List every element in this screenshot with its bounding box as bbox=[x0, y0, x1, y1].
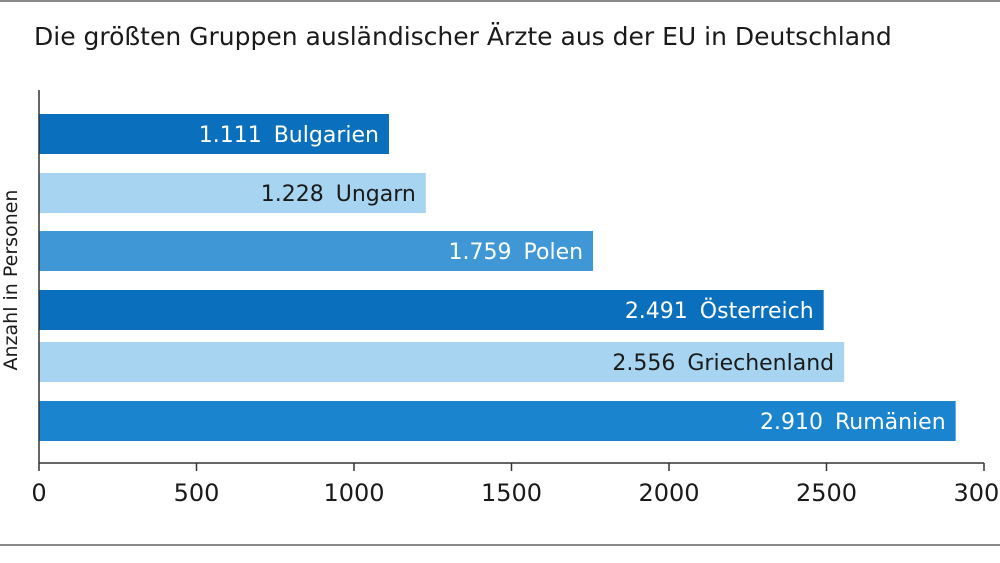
x-tick-label-5: 2500 bbox=[796, 479, 857, 507]
bar-value-label-2: 1.759 bbox=[449, 240, 512, 265]
bar-category-label-0: Bulgarien bbox=[274, 123, 379, 148]
bar-4 bbox=[39, 342, 845, 382]
bar-label-0: 1.111 Bulgarien bbox=[199, 123, 379, 148]
bar-category-label-1: Ungarn bbox=[336, 182, 416, 207]
x-tick-label-6: 3000 bbox=[953, 479, 1000, 507]
bar-0 bbox=[39, 114, 389, 154]
x-tick-label-1: 500 bbox=[174, 479, 220, 507]
bar-value-label-1: 1.228 bbox=[261, 182, 324, 207]
bar-label-1: 1.228 Ungarn bbox=[261, 182, 416, 207]
bar-label-2: 1.759 Polen bbox=[449, 240, 584, 265]
bar-category-label-2: Polen bbox=[524, 240, 584, 265]
x-tick-label-3: 1500 bbox=[481, 479, 542, 507]
bar-value-label-0: 1.111 bbox=[199, 123, 262, 148]
bar-label-3: 2.491 Österreich bbox=[625, 298, 814, 324]
x-tick-label-4: 2000 bbox=[638, 479, 699, 507]
bars-group: 1.111 Bulgarien 1.228 Ungarn 1.759 Polen 2.491… bbox=[39, 114, 956, 441]
bar-value-label-5: 2.910 bbox=[760, 410, 823, 435]
bar-label-4: 2.556 Griechenland bbox=[612, 351, 834, 376]
bar-3 bbox=[39, 290, 824, 330]
x-tick-label-2: 1000 bbox=[323, 479, 384, 507]
top-frame-line bbox=[0, 0, 1000, 2]
bar-2 bbox=[39, 231, 594, 271]
chart-title: Die größten Gruppen ausländischer Ärzte … bbox=[34, 22, 892, 51]
bar-category-label-5: Rumänien bbox=[835, 410, 946, 435]
x-tick-label-0: 0 bbox=[31, 479, 46, 507]
bottom-frame-line bbox=[0, 544, 1000, 546]
y-axis-title: Anzahl in Personen bbox=[0, 190, 22, 371]
bar-value-label-3: 2.491 bbox=[625, 299, 688, 324]
axes-group: 0 500 1000 1500 2000 2500 3000 Anzahl in Person… bbox=[0, 90, 1000, 507]
bar-label-5: 2.910 Rumänien bbox=[760, 410, 946, 435]
bar-1 bbox=[39, 173, 426, 213]
bar-category-label-4: Griechenland bbox=[687, 351, 834, 376]
bar-5 bbox=[39, 401, 956, 441]
bar-value-label-4: 2.556 bbox=[612, 351, 675, 376]
bar-category-label-3: Österreich bbox=[700, 298, 814, 324]
